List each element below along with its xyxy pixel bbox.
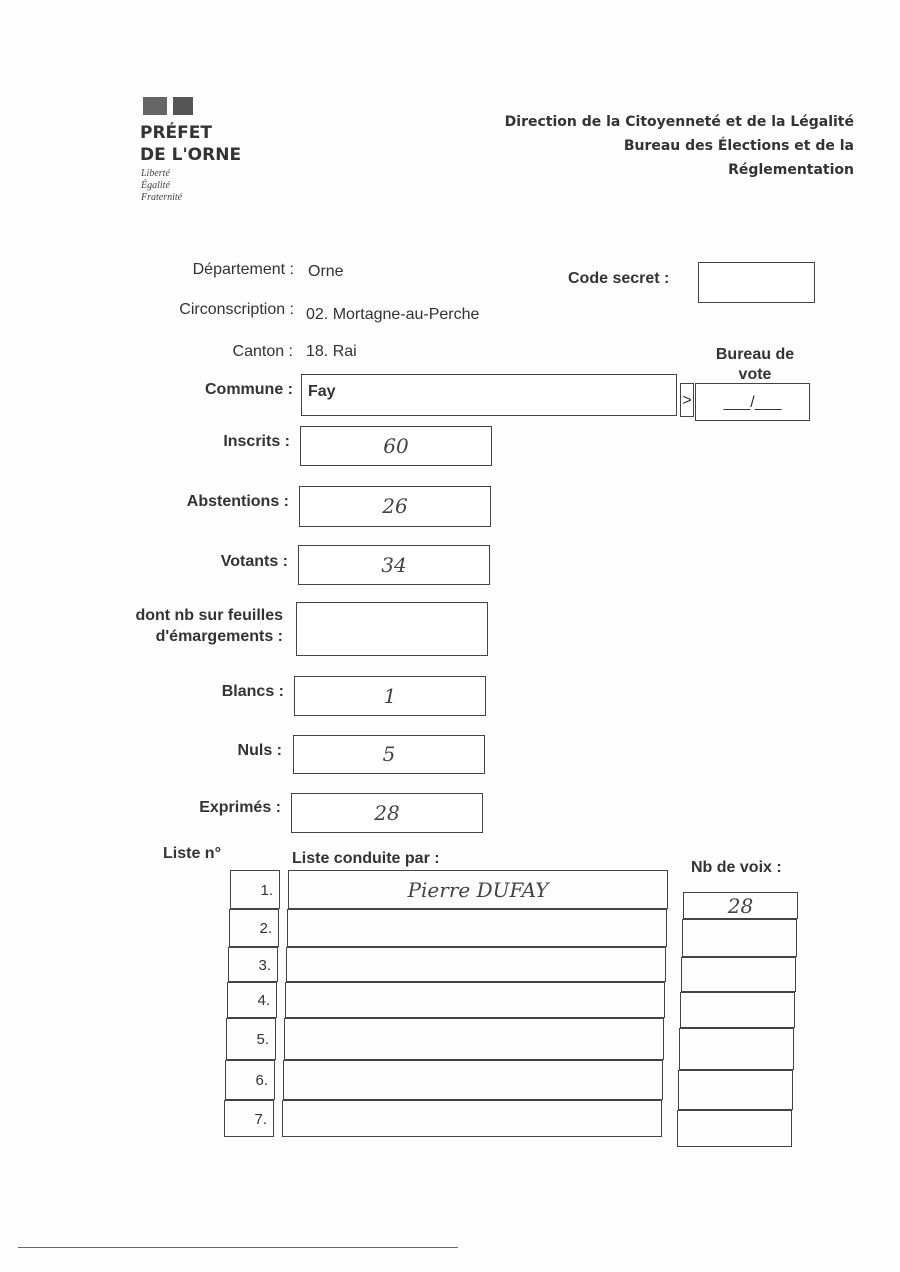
row-votes[interactable] <box>678 1070 793 1110</box>
inscrits-label: Inscrits : <box>223 433 290 450</box>
circonscription-label: Circonscription : <box>179 301 294 318</box>
commune-label: Commune : <box>205 381 293 398</box>
abstentions-label: Abstentions : <box>186 493 289 510</box>
row-number: 4. <box>227 982 277 1018</box>
logo-line-1: PRÉFET <box>140 123 212 143</box>
row-leader-field[interactable] <box>285 982 665 1018</box>
canton-value: 18. Rai <box>306 343 357 360</box>
nuls-field[interactable]: 5 <box>293 735 485 774</box>
bureau-line-1: Bureau des Élections et de la <box>623 138 854 154</box>
votants-label: Votants : <box>220 553 288 570</box>
motto-1: Liberté <box>141 168 170 179</box>
row-number: 6. <box>225 1060 275 1100</box>
emargement-field[interactable] <box>296 602 488 656</box>
row-votes[interactable]: 28 <box>683 892 798 919</box>
row-number: 2. <box>229 909 279 947</box>
col-list-number: Liste n° <box>163 845 221 862</box>
nuls-label: Nuls : <box>237 742 282 759</box>
logo-line-2: DE L'ORNE <box>140 145 242 165</box>
row-number: 1. <box>230 870 280 909</box>
emargement-label: dont nb sur feuilles d'émargements : <box>135 605 283 647</box>
bureau-line-2: Réglementation <box>728 162 854 178</box>
row-votes[interactable] <box>679 1028 794 1070</box>
col-list-leader: Liste conduite par : <box>292 850 440 867</box>
exprimes-label: Exprimés : <box>199 799 281 816</box>
row-number: 3. <box>228 947 278 982</box>
emargement-label-1: dont nb sur feuilles <box>135 607 283 624</box>
commune-field[interactable]: Fay <box>301 374 677 416</box>
issuing-office: Direction de la Citoyenneté et de la Lég… <box>505 110 854 182</box>
marianne-logo-icon <box>143 97 193 115</box>
votants-field[interactable]: 34 <box>298 545 490 585</box>
row-leader-field[interactable] <box>284 1018 664 1060</box>
departement-value: Orne <box>308 263 344 280</box>
row-leader-field[interactable]: Pierre DUFAY <box>288 870 668 909</box>
departement-label: Département : <box>192 261 294 278</box>
row-votes[interactable] <box>681 957 796 992</box>
motto-2: Égalité <box>141 180 170 191</box>
circonscription-value: 02. Mortagne-au-Perche <box>306 306 480 323</box>
inscrits-field[interactable]: 60 <box>300 426 492 466</box>
row-number: 7. <box>224 1100 274 1137</box>
divider <box>18 1247 458 1248</box>
blancs-field[interactable]: 1 <box>294 676 486 716</box>
motto: Liberté Égalité Fraternité <box>141 168 182 204</box>
row-leader-field[interactable] <box>286 947 666 982</box>
blancs-label: Blancs : <box>221 683 284 700</box>
canton-label: Canton : <box>232 343 293 360</box>
prefecture-name: PRÉFET DE L'ORNE <box>140 122 241 166</box>
row-leader-field[interactable] <box>283 1060 663 1100</box>
code-secret-label: Code secret : <box>568 270 670 287</box>
abstentions-field[interactable]: 26 <box>299 486 491 527</box>
col-votes: Nb de voix : <box>691 859 782 876</box>
code-secret-field[interactable] <box>698 262 815 303</box>
exprimes-field[interactable]: 28 <box>291 793 483 833</box>
bureau-label: Bureau de vote <box>715 346 795 383</box>
arrow-separator: > <box>680 383 694 417</box>
direction: Direction de la Citoyenneté et de la Lég… <box>504 114 854 130</box>
motto-3: Fraternité <box>141 192 183 203</box>
row-votes[interactable] <box>680 992 795 1028</box>
bureau-field[interactable]: ___/___ <box>695 383 810 421</box>
row-leader-field[interactable] <box>282 1100 662 1137</box>
row-number: 5. <box>226 1018 276 1060</box>
row-votes[interactable] <box>677 1110 792 1147</box>
row-votes[interactable] <box>682 919 797 957</box>
row-leader-field[interactable] <box>287 909 667 947</box>
emargement-label-2: d'émargements : <box>155 628 283 645</box>
